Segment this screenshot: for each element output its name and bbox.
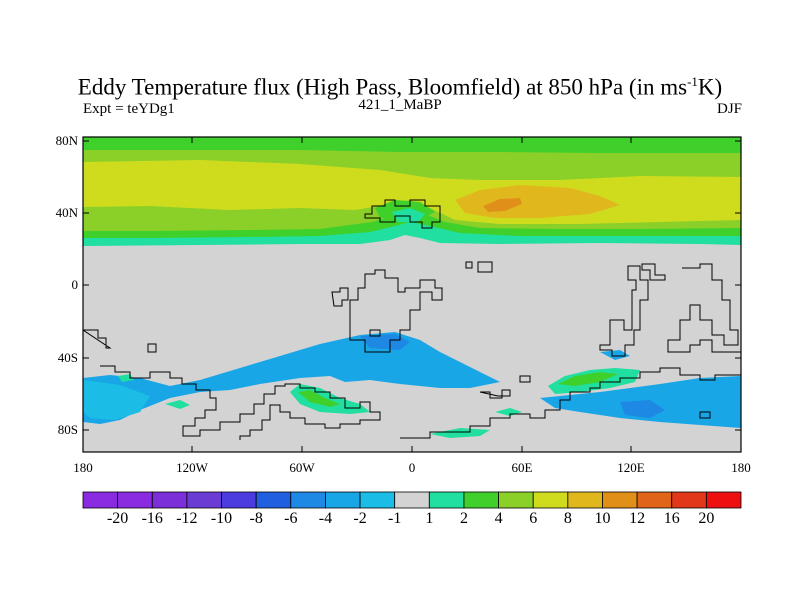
colorbar-label: -8 [249,510,263,527]
colorbar-label: 4 [494,510,503,527]
lon-label-180e: 180 [731,460,751,475]
sh-blue-indian-dark [620,400,665,418]
title-superscript: -1 [687,74,698,89]
sh-blue-southpacific [83,332,500,424]
colorbar-swatch [151,491,188,509]
sh-blue-south-small [600,350,630,360]
sh-green-small-1 [165,400,190,409]
colorbar-label: -16 [141,510,163,527]
title-main: Eddy Temperature flux (High Pass, Bloomf… [77,74,688,100]
colorbar-swatch [117,491,153,509]
plot-title: Eddy Temperature flux (High Pass, Bloomf… [0,68,800,102]
colorbar-swatch [602,491,638,509]
colorbar-swatch [532,491,569,509]
map-field [83,137,741,452]
colorbar-label: -20 [106,510,129,527]
colorbar-label: -6 [284,510,298,527]
lon-label-120e: 120E [617,460,645,475]
colorbar-label: 20 [698,510,715,527]
colorbar-label: 2 [459,510,468,527]
coastline-north [364,199,441,229]
sh-green-bottom [430,428,490,438]
colorbar-label: 6 [529,510,538,527]
colorbar-swatch [325,491,361,509]
sh-lightblue-south [83,380,150,420]
title-tail: K) [697,74,723,100]
colorbar-label: -2 [353,510,367,527]
season-label: DJF [716,101,742,117]
lon-label-60w: 60W [289,460,315,475]
colorbar-swatch [463,491,499,509]
coastline-asia [599,263,666,357]
colorbar-swatch [290,491,326,509]
sh-blue-patch-mid [360,334,410,350]
lat-label-0: 0 [71,277,79,292]
coastline-africa [331,269,443,353]
coastline-south-left [83,329,381,440]
colorbar-label: -1 [388,510,402,527]
colorbar-swatch [567,491,603,509]
lon-label-0: 0 [408,460,416,475]
colorbar-swatch [498,491,534,509]
coastline-outlines [83,199,741,440]
lat-label-40s: 40S [57,350,78,365]
colorbar-label: -4 [318,510,333,527]
colorbar-label: -12 [176,510,198,527]
colorbar-swatch [671,491,707,509]
colorbar-swatch [394,491,430,509]
coastline-south-mid [400,367,741,439]
lon-label-120w: 120W [176,460,208,475]
colorbar-label: 1 [425,510,434,527]
lat-label-80n: 80N [55,133,78,148]
colorbar-swatch [82,491,119,509]
lon-label-180w: 180 [73,460,93,475]
colorbar-label: 8 [563,510,572,527]
colorbar-label: 12 [629,510,646,527]
colorbar-label: 16 [663,510,680,527]
sh-green-atlantic-inner [298,390,340,407]
colorbar-label: -10 [210,510,233,527]
lat-label-40n: 40N [55,205,78,220]
colorbar-swatch [359,491,396,509]
colorbar-swatch [186,491,222,509]
sh-green-indian-inner [558,372,618,386]
map-ticks [82,137,742,452]
experiment-label: Expt = teYDg1 [83,101,175,117]
coastline-south-right [369,329,711,419]
colorbar-swatch [255,491,292,509]
colorbar-swatch [221,491,257,509]
colorbar-label: 10 [594,510,611,527]
lon-label-60e: 60E [511,460,533,475]
lat-label-80s: 80S [57,422,78,437]
colorbar-swatch [636,491,673,509]
coastline-islands [465,261,493,273]
med-teal-patch [392,208,425,222]
colorbar-swatch [428,491,465,509]
coastline-australia [667,263,741,353]
colorbar-swatch [705,491,742,509]
nh-deep-orange-patch [483,198,522,212]
run-label: 421_1_MaBP [358,97,442,113]
